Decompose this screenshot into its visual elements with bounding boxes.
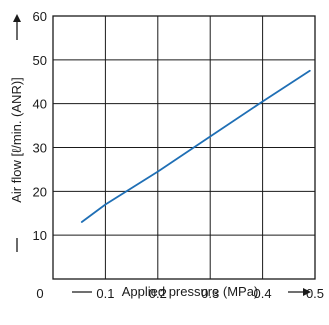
plot-frame bbox=[52, 15, 316, 280]
y-tick-label: 10 bbox=[33, 228, 47, 243]
y-axis-label: Air flow [ℓ/min. (ANR)] bbox=[9, 77, 24, 203]
x-tick-labels: 0 0.1 0.2 0.3 0.4 0.5 bbox=[36, 286, 324, 301]
y-tick-label: 20 bbox=[33, 184, 47, 199]
x-axis-label: Applied pressure (MPa) bbox=[122, 284, 259, 299]
y-tick-label: 50 bbox=[33, 53, 47, 68]
series-line-0 bbox=[80, 69, 311, 223]
y-tick-labels: 10 20 30 40 50 60 bbox=[33, 9, 47, 243]
x-tick-label: 0.3 bbox=[201, 286, 219, 301]
x-tick-label: 0.5 bbox=[306, 286, 324, 301]
grid bbox=[53, 16, 315, 279]
x-tick-label: 0 bbox=[36, 286, 43, 301]
y-tick-label: 40 bbox=[33, 97, 47, 112]
y-tick-label: 60 bbox=[33, 9, 47, 24]
x-tick-label: 0.1 bbox=[96, 286, 114, 301]
y-tick-label: 30 bbox=[33, 141, 47, 156]
x-axis-arrow-icon bbox=[303, 288, 311, 296]
y-axis-arrow-icon bbox=[13, 14, 21, 22]
series-group bbox=[80, 69, 311, 223]
x-tick-label: 0.2 bbox=[149, 286, 167, 301]
x-tick-label: 0.4 bbox=[254, 286, 272, 301]
